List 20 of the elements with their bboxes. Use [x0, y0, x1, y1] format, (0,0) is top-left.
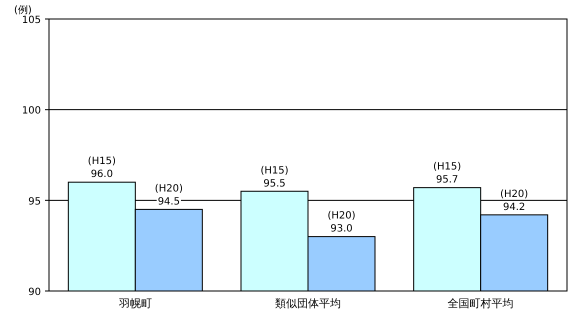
text: (H15) [433, 162, 462, 173]
series-label: (H20) [154, 183, 183, 194]
data-label: 93.0 [330, 224, 353, 235]
y-tick-label: 95 [28, 196, 41, 208]
data-label: 94.5 [158, 196, 180, 208]
y-tick-label: 90 [28, 287, 41, 298]
data-label: 95.5 [263, 178, 286, 190]
x-tick-label: 全国町村平均 [448, 297, 514, 310]
data-label: 96.0 [90, 169, 113, 180]
text: (H15) [260, 165, 289, 176]
y-tick-label: 105 [22, 15, 41, 26]
y-tick-label: 100 [22, 106, 41, 117]
text: (H20) [327, 210, 356, 222]
data-label: 94.2 [503, 202, 526, 213]
x-tick-label: 類似団体平均 [275, 297, 341, 310]
y-axis-title: (例) [14, 5, 32, 16]
series-label: (H15) [88, 156, 116, 168]
x-tick-label: 羽幌町 [118, 297, 152, 310]
data-label: 95.7 [436, 174, 458, 186]
text: (H20) [500, 188, 528, 200]
